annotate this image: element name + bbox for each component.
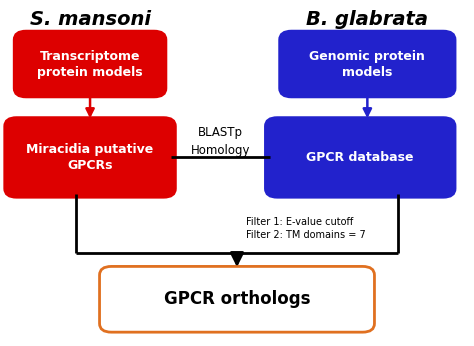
FancyBboxPatch shape bbox=[14, 31, 166, 97]
FancyBboxPatch shape bbox=[5, 118, 175, 197]
Text: Miracidia putative
GPCRs: Miracidia putative GPCRs bbox=[27, 143, 154, 172]
Text: S. mansoni: S. mansoni bbox=[29, 10, 151, 29]
Text: GPCR database: GPCR database bbox=[307, 151, 414, 164]
FancyBboxPatch shape bbox=[100, 266, 374, 332]
FancyBboxPatch shape bbox=[265, 118, 455, 197]
Text: BLASTp
Homology: BLASTp Homology bbox=[191, 126, 250, 157]
Text: Transcriptome
protein models: Transcriptome protein models bbox=[37, 49, 143, 79]
FancyBboxPatch shape bbox=[280, 31, 455, 97]
Text: Genomic protein
models: Genomic protein models bbox=[310, 49, 425, 79]
Text: Filter 1: E-value cutoff
Filter 2: TM domains = 7: Filter 1: E-value cutoff Filter 2: TM do… bbox=[246, 217, 366, 240]
Text: GPCR orthologs: GPCR orthologs bbox=[164, 290, 310, 308]
Text: B. glabrata: B. glabrata bbox=[306, 10, 428, 29]
